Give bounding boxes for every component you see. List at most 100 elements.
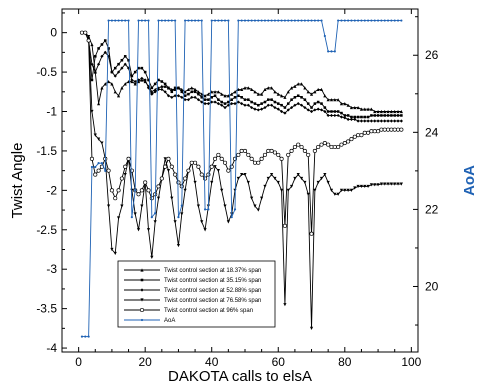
- data-point: [243, 103, 247, 107]
- x-tick-label: 80: [338, 355, 352, 369]
- data-point: [250, 100, 253, 104]
- data-point: [186, 98, 191, 102]
- data-point: [299, 176, 304, 181]
- data-point: [90, 42, 94, 47]
- data-point: [233, 208, 237, 211]
- data-point: [116, 94, 121, 98]
- data-point: [277, 19, 280, 22]
- data-point: [163, 90, 167, 94]
- data-point: [213, 165, 217, 169]
- data-point: [383, 114, 387, 117]
- data-point: [360, 19, 363, 22]
- data-point: [120, 86, 124, 90]
- data-point: [370, 19, 373, 22]
- data-point: [266, 148, 271, 153]
- data-point: [164, 19, 167, 22]
- data-point: [146, 228, 151, 232]
- data-point: [253, 204, 257, 208]
- data-point: [346, 117, 350, 121]
- data-point: [309, 109, 314, 114]
- data-point: [343, 188, 347, 192]
- data-point: [263, 87, 267, 92]
- data-point: [230, 98, 233, 101]
- data-point: [143, 180, 148, 185]
- data-point: [399, 182, 403, 186]
- data-point: [316, 180, 320, 185]
- data-point: [140, 204, 144, 208]
- data-point: [260, 196, 264, 200]
- data-point: [236, 176, 240, 181]
- data-point: [343, 19, 346, 22]
- data-point: [289, 184, 294, 189]
- data-point: [366, 115, 370, 119]
- data-point: [266, 86, 270, 90]
- data-point: [203, 102, 207, 106]
- data-point: [156, 184, 161, 189]
- data-point: [329, 98, 334, 102]
- data-point: [380, 114, 383, 117]
- data-point: [190, 90, 194, 94]
- data-point: [333, 110, 337, 113]
- data-point: [117, 19, 120, 22]
- data-point: [180, 90, 184, 94]
- data-point: [150, 92, 154, 96]
- data-point: [147, 19, 150, 22]
- data-point: [160, 84, 164, 88]
- data-point: [180, 204, 183, 207]
- data-point: [356, 119, 360, 123]
- data-point: [373, 119, 377, 123]
- data-point: [93, 133, 97, 137]
- data-point: [97, 47, 100, 50]
- data-point: [280, 103, 283, 107]
- data-point: [309, 231, 314, 236]
- data-point: [120, 204, 124, 208]
- data-point: [359, 119, 364, 123]
- data-point: [106, 54, 111, 58]
- data-point: [303, 98, 307, 101]
- data-point: [123, 164, 128, 169]
- data-point: [270, 98, 273, 101]
- data-point: [233, 96, 237, 99]
- data-point: [336, 192, 340, 196]
- data-point: [393, 19, 396, 22]
- data-point: [153, 90, 157, 94]
- data-point: [290, 19, 293, 22]
- data-point: [269, 148, 274, 153]
- legend-label: Twist control section at 52.88% span: [164, 288, 261, 294]
- series-1: [80, 31, 403, 119]
- data-point: [89, 156, 94, 161]
- legend-entry: Twist control section at 76.58% span: [124, 298, 261, 304]
- data-point: [166, 156, 171, 161]
- data-point: [153, 220, 157, 224]
- data-point: [270, 172, 274, 177]
- data-point: [339, 142, 344, 147]
- data-point: [250, 105, 254, 110]
- data-point: [150, 255, 154, 259]
- data-point: [107, 19, 110, 22]
- data-point: [170, 90, 174, 94]
- data-point: [279, 109, 284, 114]
- data-point: [336, 113, 340, 118]
- data-point: [173, 220, 177, 224]
- y2-axis-title: AoA: [461, 165, 478, 196]
- data-point: [242, 148, 248, 153]
- data-point: [296, 142, 301, 147]
- data-point: [170, 196, 174, 200]
- data-point: [93, 172, 98, 177]
- data-point: [256, 160, 261, 165]
- data-point: [353, 115, 357, 119]
- data-point: [376, 119, 380, 123]
- data-point: [400, 19, 403, 22]
- data-point: [263, 100, 267, 104]
- data-point: [273, 100, 277, 104]
- data-point: [124, 19, 127, 22]
- data-point: [223, 94, 227, 98]
- data-point: [226, 168, 231, 173]
- data-point: [266, 176, 270, 181]
- x-tick-label: 60: [272, 355, 286, 369]
- data-point: [386, 182, 390, 186]
- data-point: [189, 160, 194, 165]
- data-point: [190, 19, 193, 22]
- data-point: [259, 156, 264, 161]
